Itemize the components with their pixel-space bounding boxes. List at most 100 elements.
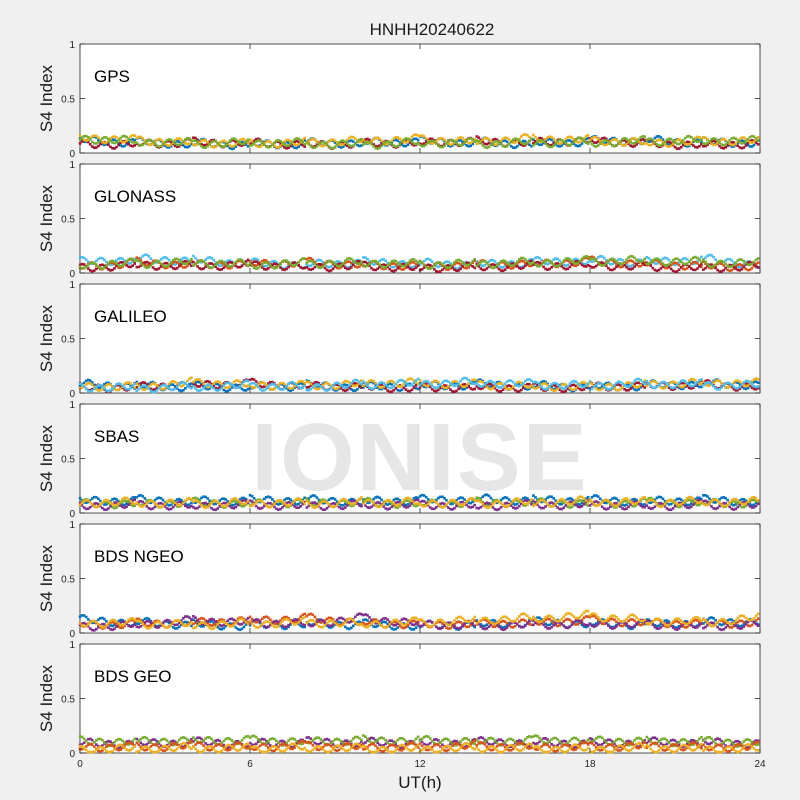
y-tick-label: 0.5	[61, 95, 75, 106]
point	[90, 135, 94, 138]
point	[315, 387, 319, 391]
point	[265, 496, 268, 499]
point	[309, 384, 313, 388]
point	[673, 138, 677, 142]
point	[291, 380, 294, 384]
point	[726, 381, 729, 385]
point	[720, 386, 723, 389]
point	[416, 138, 420, 142]
point	[430, 260, 434, 264]
point	[289, 381, 292, 384]
point	[594, 264, 598, 268]
point	[633, 142, 636, 145]
point	[119, 387, 122, 390]
point	[489, 379, 493, 383]
point	[637, 258, 640, 262]
point	[619, 139, 622, 143]
point	[692, 381, 695, 384]
point	[161, 256, 165, 260]
point	[649, 137, 653, 141]
point	[414, 266, 418, 269]
point	[169, 140, 173, 144]
point	[287, 260, 290, 264]
point	[200, 145, 203, 148]
point	[667, 137, 671, 141]
point	[588, 264, 592, 268]
point	[491, 258, 495, 262]
point	[289, 498, 292, 501]
point	[159, 138, 163, 142]
point	[291, 386, 294, 390]
point	[335, 500, 339, 503]
point	[147, 385, 151, 388]
point	[426, 263, 430, 267]
point	[416, 134, 420, 137]
point	[175, 145, 179, 149]
point	[740, 267, 744, 271]
point	[129, 144, 132, 147]
point	[147, 138, 151, 142]
point	[101, 137, 104, 140]
point	[607, 259, 610, 263]
point	[277, 383, 280, 387]
point	[305, 388, 309, 392]
point	[732, 265, 736, 268]
point	[131, 260, 134, 263]
point	[374, 262, 377, 266]
point	[548, 144, 551, 147]
point	[220, 268, 224, 271]
point	[178, 145, 181, 148]
point	[337, 385, 341, 389]
point	[489, 143, 493, 147]
point	[260, 263, 264, 266]
point	[402, 144, 406, 148]
point	[509, 260, 513, 263]
point	[435, 389, 438, 393]
point	[716, 268, 719, 272]
point	[101, 140, 104, 144]
point	[228, 267, 232, 270]
point	[712, 385, 715, 388]
point	[404, 138, 408, 142]
point	[588, 259, 592, 263]
point	[412, 142, 416, 145]
point	[564, 142, 568, 145]
point	[485, 267, 489, 270]
point	[396, 265, 400, 268]
point	[738, 258, 742, 261]
point	[489, 259, 493, 262]
point	[301, 141, 304, 144]
point	[580, 139, 584, 142]
point	[325, 261, 329, 264]
point	[574, 264, 578, 268]
point	[139, 264, 143, 267]
point	[396, 144, 400, 148]
point	[163, 261, 167, 265]
point	[475, 385, 479, 388]
point	[556, 257, 559, 261]
point	[345, 388, 349, 392]
point	[281, 260, 284, 263]
point	[343, 259, 347, 263]
point	[80, 266, 84, 270]
point	[208, 387, 211, 390]
point	[331, 386, 335, 390]
point	[173, 385, 177, 388]
point	[503, 385, 507, 389]
point	[726, 264, 729, 268]
point	[297, 502, 300, 506]
point	[254, 260, 258, 263]
point	[635, 388, 638, 392]
point	[161, 383, 165, 387]
point	[653, 262, 657, 265]
point	[78, 138, 82, 141]
point	[748, 381, 752, 384]
point	[313, 494, 317, 498]
point	[341, 139, 345, 142]
point	[574, 384, 578, 388]
point	[566, 143, 570, 147]
point	[384, 502, 387, 506]
point	[248, 386, 252, 389]
point	[325, 143, 329, 146]
point	[639, 136, 642, 139]
